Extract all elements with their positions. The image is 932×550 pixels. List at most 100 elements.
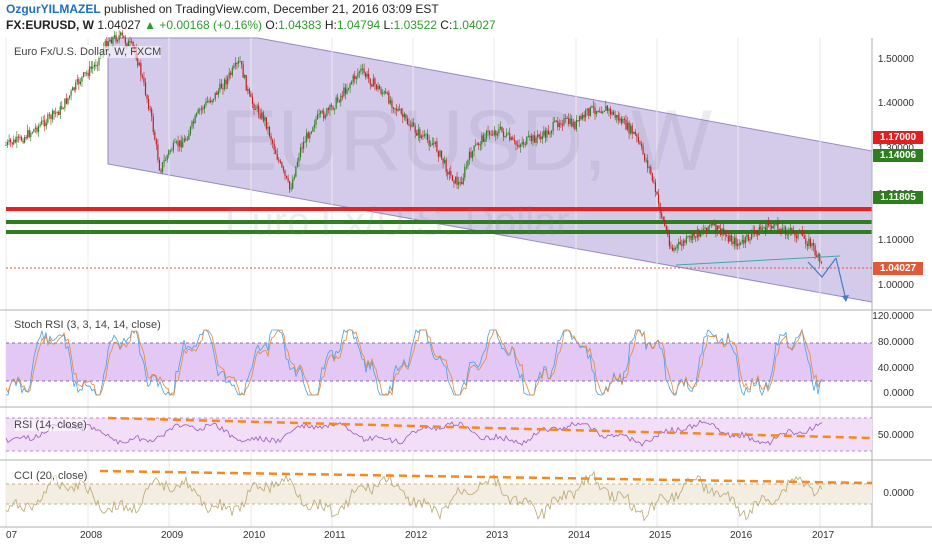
- candle-body: [392, 107, 395, 109]
- candle-body: [403, 114, 405, 118]
- close-value: 1.04027: [452, 18, 496, 32]
- candle-body: [113, 35, 116, 38]
- candle-body: [171, 150, 173, 152]
- author-link[interactable]: OzgurYILMAZEL: [6, 2, 101, 16]
- candle-body: [112, 37, 114, 44]
- candle-body: [28, 130, 30, 137]
- candle-body: [157, 144, 159, 160]
- candle-body: [572, 122, 574, 127]
- stoch-axis-label: 120.0000: [872, 311, 914, 322]
- candle-body: [413, 122, 415, 127]
- candle-body: [368, 73, 370, 79]
- cci-trend-dashed: [99, 469, 873, 485]
- candle-body: [138, 63, 140, 66]
- candle-body: [811, 243, 813, 247]
- candle-body: [123, 35, 125, 38]
- candle-body: [338, 100, 340, 102]
- candle-body: [628, 122, 630, 134]
- candle-body: [747, 234, 750, 241]
- published-text: published on TradingView.com, December 2…: [104, 2, 439, 16]
- candle-body: [623, 119, 626, 121]
- candle-body: [755, 230, 757, 232]
- candle-body: [104, 40, 106, 48]
- candle-body: [58, 111, 60, 115]
- candle-body: [309, 133, 311, 139]
- candle-body: [168, 150, 170, 156]
- candle-body: [265, 117, 267, 129]
- candle-body: [760, 226, 762, 230]
- time-axis-label: 2017: [812, 530, 835, 541]
- symbol-name[interactable]: FX:EURUSD, W: [6, 18, 94, 32]
- candle-body: [203, 105, 205, 109]
- candle-body: [256, 105, 258, 110]
- candle-body: [262, 112, 264, 121]
- candle-body: [124, 37, 126, 44]
- candle-body: [172, 142, 174, 151]
- candle-body: [710, 223, 712, 226]
- candle-body: [699, 232, 701, 237]
- candle-body: [693, 231, 695, 237]
- candle-body: [775, 222, 777, 224]
- candle-body: [369, 78, 371, 85]
- candle-body: [278, 159, 280, 162]
- candle-body: [812, 243, 815, 246]
- candle-body: [279, 161, 281, 163]
- candle-body: [30, 132, 32, 137]
- rsi-pane-label: RSI (14, close): [14, 419, 87, 431]
- candle-body: [160, 170, 162, 172]
- candle-body: [704, 227, 706, 230]
- candle-body: [27, 130, 29, 139]
- candle-body: [213, 98, 215, 101]
- candle-body: [684, 240, 686, 243]
- candle-body: [166, 155, 168, 160]
- candle-body: [537, 134, 539, 138]
- high-label: H:: [324, 18, 337, 32]
- candle-body: [735, 237, 737, 247]
- candle-body: [223, 79, 226, 89]
- candle-body: [261, 112, 263, 119]
- price-change: +0.00168 (+0.16%): [159, 18, 263, 32]
- candle-body: [25, 137, 27, 139]
- candle-body: [87, 72, 89, 76]
- candle-body: [698, 229, 700, 237]
- candle-body: [481, 135, 483, 145]
- candle-body: [389, 100, 391, 104]
- candle-body: [95, 64, 97, 67]
- candle-body: [189, 126, 192, 135]
- candle-body: [366, 73, 368, 77]
- candle-body: [225, 79, 227, 85]
- candle-body: [378, 85, 381, 90]
- candle-body: [785, 227, 787, 235]
- candle-body: [507, 133, 509, 135]
- candle-body: [258, 105, 260, 115]
- candle-body: [541, 135, 543, 140]
- candle-body: [388, 92, 390, 104]
- candle-body: [206, 101, 209, 103]
- candle-body: [718, 225, 720, 229]
- candle-body: [65, 98, 68, 104]
- candle-body: [86, 72, 88, 74]
- candle-body: [259, 114, 261, 119]
- candle-body: [560, 123, 562, 125]
- candle-body: [730, 235, 732, 242]
- candle-body: [165, 159, 167, 161]
- rsi-axis-label: 50.0000: [877, 430, 914, 441]
- candle-body: [24, 137, 26, 143]
- candle-body: [729, 235, 731, 242]
- candle-body: [341, 95, 343, 97]
- candle-body: [290, 188, 292, 190]
- candle-body: [217, 90, 219, 95]
- candle-body: [5, 144, 7, 146]
- candle-body: [768, 221, 770, 226]
- candle-body: [146, 94, 148, 100]
- candle-body: [382, 93, 384, 95]
- candle-body: [654, 182, 657, 193]
- candle-body: [526, 136, 528, 145]
- candle-body: [343, 87, 345, 97]
- time-axis-label: 2008: [80, 530, 103, 541]
- candle-body: [13, 139, 15, 145]
- candle-body: [712, 223, 714, 225]
- candle-body: [462, 177, 464, 185]
- candle-body: [406, 118, 409, 125]
